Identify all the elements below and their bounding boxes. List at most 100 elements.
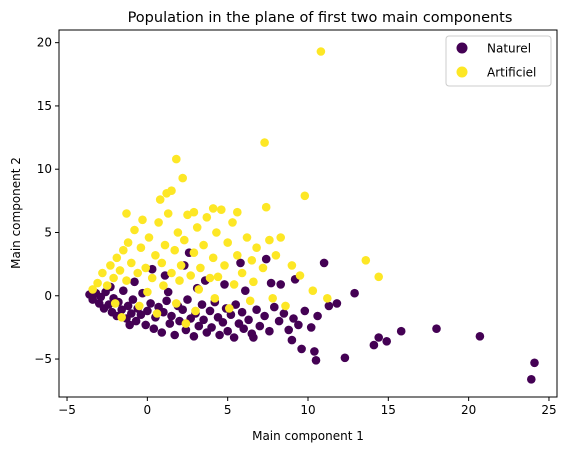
y-axis-label: Main component 2 — [9, 157, 23, 269]
data-point — [233, 251, 242, 260]
data-point — [340, 353, 350, 363]
data-point — [229, 333, 239, 342]
data-point — [180, 235, 189, 245]
x-axis-ticks: −5 0 5 10 15 20 25 — [58, 397, 557, 417]
data-point — [287, 335, 297, 345]
data-point — [237, 268, 247, 278]
data-point — [202, 213, 212, 222]
data-point — [294, 320, 303, 330]
data-point — [181, 325, 191, 335]
data-point — [324, 301, 334, 311]
data-point — [261, 254, 271, 264]
data-point — [237, 307, 247, 317]
data-point — [189, 332, 199, 341]
y-tick-label: 15 — [37, 99, 52, 113]
data-point — [123, 238, 133, 247]
data-point — [109, 273, 118, 283]
data-point — [284, 325, 294, 335]
data-point — [229, 280, 239, 289]
data-point — [159, 281, 168, 290]
data-point — [316, 47, 326, 56]
data-point — [152, 309, 162, 318]
data-point — [308, 286, 318, 296]
data-point — [119, 286, 128, 296]
data-point — [112, 253, 122, 263]
data-point — [98, 268, 107, 278]
data-point — [369, 340, 379, 350]
data-point — [255, 321, 265, 331]
data-point — [205, 273, 215, 283]
data-point — [144, 233, 154, 242]
data-point — [213, 272, 223, 282]
legend-box — [445, 35, 552, 87]
data-point — [125, 320, 134, 330]
data-point — [306, 323, 316, 332]
legend-marker-artificiel — [456, 66, 468, 78]
y-tick-label: −5 — [34, 352, 52, 366]
x-tick-label: 25 — [541, 403, 556, 417]
data-point — [163, 287, 173, 297]
data-point — [88, 285, 97, 294]
data-point — [396, 326, 406, 336]
data-point — [276, 280, 286, 289]
data-point — [172, 299, 181, 308]
data-point — [143, 287, 152, 297]
data-point — [181, 319, 191, 328]
data-point — [207, 323, 216, 332]
chart-title: Population in the plane of first two mai… — [128, 10, 513, 26]
x-axis-label: Main component 1 — [252, 429, 364, 443]
data-point — [265, 235, 274, 245]
data-point — [205, 306, 215, 316]
data-point — [189, 207, 199, 217]
data-point — [212, 228, 221, 237]
data-point — [130, 277, 139, 287]
x-tick-label: 0 — [144, 403, 152, 417]
data-point — [208, 204, 218, 213]
data-point — [163, 209, 173, 218]
data-point — [170, 245, 179, 255]
data-point — [252, 305, 261, 315]
data-point — [136, 310, 146, 320]
data-point — [104, 300, 114, 309]
data-point — [199, 240, 208, 250]
data-point — [244, 315, 253, 325]
x-tick-label: −5 — [58, 403, 76, 417]
y-tick-label: 20 — [37, 36, 52, 50]
data-point — [93, 278, 102, 288]
data-point — [287, 261, 297, 270]
data-point — [192, 223, 202, 232]
data-point — [117, 305, 126, 315]
data-point — [131, 316, 141, 326]
x-tick-label: 10 — [300, 403, 315, 417]
data-point — [130, 225, 139, 235]
data-point — [361, 255, 371, 265]
data-point — [176, 261, 186, 270]
data-point — [143, 306, 152, 316]
series-artificiel — [88, 47, 384, 328]
data-point — [173, 228, 183, 237]
data-point — [122, 276, 131, 285]
data-point — [223, 238, 232, 247]
y-axis-ticks: −5 0 5 10 15 20 — [34, 36, 59, 366]
data-point — [208, 253, 218, 263]
data-point — [245, 296, 255, 306]
data-point — [271, 251, 281, 260]
data-point — [110, 299, 120, 308]
data-point — [135, 301, 144, 311]
data-point — [117, 313, 126, 322]
data-point — [167, 268, 176, 278]
data-point — [199, 315, 208, 325]
data-point — [313, 311, 322, 321]
data-point — [228, 218, 237, 227]
data-point — [127, 258, 136, 268]
data-point — [191, 306, 200, 316]
data-point — [241, 286, 250, 296]
data-point — [197, 300, 207, 309]
data-point — [167, 311, 176, 321]
data-point — [106, 261, 115, 270]
data-point — [178, 173, 187, 183]
data-point — [300, 191, 310, 201]
data-point — [374, 333, 384, 342]
data-point — [475, 332, 485, 341]
